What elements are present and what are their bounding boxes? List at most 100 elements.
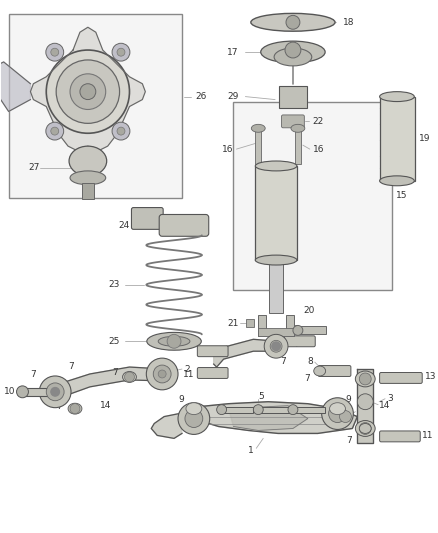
Bar — [279, 86, 307, 108]
Circle shape — [50, 387, 60, 397]
Text: 10: 10 — [4, 387, 16, 397]
Circle shape — [124, 372, 134, 382]
Ellipse shape — [69, 146, 107, 176]
Ellipse shape — [167, 334, 181, 348]
Circle shape — [80, 84, 96, 100]
Ellipse shape — [293, 326, 303, 335]
Text: 29: 29 — [227, 92, 238, 101]
Text: 24: 24 — [118, 221, 130, 230]
Text: 14: 14 — [100, 401, 111, 410]
Circle shape — [51, 127, 59, 135]
Text: 2: 2 — [184, 365, 190, 374]
Text: 7: 7 — [304, 375, 310, 383]
Text: 18: 18 — [343, 18, 354, 27]
Circle shape — [46, 122, 64, 140]
Text: 14: 14 — [379, 401, 391, 410]
Text: 26: 26 — [196, 92, 207, 101]
Bar — [357, 369, 373, 443]
Circle shape — [70, 74, 106, 109]
Text: 8: 8 — [293, 325, 299, 334]
Text: 5: 5 — [258, 392, 264, 401]
Ellipse shape — [70, 171, 106, 185]
Circle shape — [271, 341, 281, 351]
Ellipse shape — [158, 336, 190, 346]
Text: 19: 19 — [419, 134, 430, 143]
Text: 23: 23 — [108, 280, 120, 289]
Bar — [247, 319, 254, 327]
Circle shape — [286, 15, 300, 29]
Text: 17: 17 — [227, 47, 238, 56]
Text: 9: 9 — [178, 395, 184, 404]
Circle shape — [56, 60, 120, 123]
Text: 4: 4 — [293, 340, 299, 349]
Ellipse shape — [329, 403, 346, 415]
Text: 7: 7 — [112, 368, 117, 377]
Polygon shape — [52, 367, 164, 401]
Ellipse shape — [380, 92, 414, 102]
Circle shape — [117, 48, 125, 56]
Bar — [22, 388, 52, 396]
Circle shape — [51, 388, 59, 396]
FancyBboxPatch shape — [159, 214, 209, 236]
Circle shape — [185, 410, 203, 427]
Circle shape — [158, 370, 166, 378]
Circle shape — [339, 410, 351, 423]
Bar — [295, 130, 301, 164]
Ellipse shape — [314, 366, 325, 376]
Ellipse shape — [261, 41, 325, 63]
FancyBboxPatch shape — [198, 368, 228, 378]
Circle shape — [357, 394, 373, 410]
Text: 7: 7 — [68, 361, 74, 370]
Bar — [258, 328, 294, 336]
Ellipse shape — [288, 405, 298, 415]
Bar — [293, 407, 325, 413]
Text: 25: 25 — [108, 337, 120, 346]
Polygon shape — [30, 27, 145, 151]
Circle shape — [321, 398, 353, 430]
Text: 13: 13 — [425, 373, 436, 382]
Text: 27: 27 — [28, 164, 40, 173]
Circle shape — [359, 373, 371, 385]
Circle shape — [264, 334, 288, 358]
Circle shape — [39, 376, 71, 408]
Bar — [258, 407, 290, 413]
Ellipse shape — [251, 124, 265, 132]
Circle shape — [46, 43, 64, 61]
Text: 8: 8 — [307, 357, 313, 366]
Circle shape — [51, 48, 59, 56]
Text: 12: 12 — [180, 339, 191, 348]
Bar — [233, 102, 392, 290]
Ellipse shape — [355, 371, 375, 387]
Ellipse shape — [186, 403, 202, 415]
Text: 16: 16 — [222, 144, 233, 154]
Text: 20: 20 — [304, 306, 315, 315]
Ellipse shape — [291, 124, 305, 132]
Bar — [9, 14, 182, 198]
Text: 7: 7 — [30, 370, 36, 379]
Text: 3: 3 — [387, 394, 393, 403]
Circle shape — [117, 127, 125, 135]
Circle shape — [146, 358, 178, 390]
Circle shape — [46, 383, 64, 401]
Ellipse shape — [255, 161, 297, 171]
Ellipse shape — [251, 13, 335, 31]
Ellipse shape — [123, 372, 136, 382]
FancyBboxPatch shape — [282, 115, 304, 128]
Circle shape — [270, 340, 282, 352]
Circle shape — [328, 405, 346, 423]
Ellipse shape — [255, 255, 297, 265]
Ellipse shape — [147, 333, 201, 350]
Polygon shape — [151, 414, 182, 438]
Text: 6: 6 — [357, 406, 363, 415]
Text: 16: 16 — [313, 144, 324, 154]
Ellipse shape — [355, 421, 375, 437]
Ellipse shape — [359, 424, 371, 433]
Bar — [286, 314, 294, 336]
Bar — [255, 130, 261, 164]
Text: 7: 7 — [57, 402, 62, 411]
Bar — [269, 263, 283, 312]
Text: 21: 21 — [227, 319, 238, 328]
Text: 7: 7 — [346, 436, 353, 445]
FancyBboxPatch shape — [380, 373, 422, 383]
Text: 9: 9 — [346, 395, 351, 404]
